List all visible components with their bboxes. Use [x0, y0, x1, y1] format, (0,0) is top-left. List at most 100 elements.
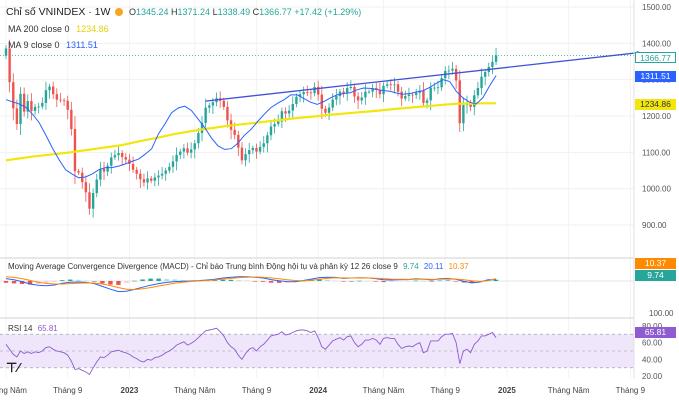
ma9-legend[interactable]: MA 9 close 0 1311.51 — [8, 40, 98, 50]
macd-histogram-bar — [140, 279, 145, 281]
macd-value-2: 20.11 — [423, 262, 444, 271]
rsi-tag: 65.81 — [635, 327, 676, 338]
ohlc-change: +17.42 (+1.29%) — [294, 7, 362, 17]
macd-histogram-bar — [413, 280, 418, 282]
candle-body — [160, 173, 164, 176]
macd-histogram-bar — [108, 281, 113, 285]
candle-body — [342, 91, 345, 94]
candle-body — [462, 105, 465, 124]
macd-signal-line — [5, 276, 497, 291]
candle-body — [197, 133, 200, 144]
time-tick-label: Tháng Năm — [363, 386, 405, 395]
rsi-legend-value: 65.81 — [37, 324, 58, 333]
candle-body — [295, 96, 298, 105]
macd-tag-bottom: 9.74 — [635, 270, 676, 281]
candle-body — [327, 107, 331, 113]
macd-histogram-bar — [276, 281, 282, 283]
macd-histogram-bar — [172, 279, 177, 281]
macd-histogram-bar — [220, 279, 226, 281]
time-tick-label: Tháng 9 — [431, 386, 461, 395]
candle-body — [473, 95, 476, 107]
candle-body — [360, 97, 363, 101]
ohlc-low: 1338.49 — [217, 7, 251, 17]
price-pane — [0, 39, 640, 218]
time-axis: Tháng Năm Tháng 9 2023 Tháng Năm Tháng 9 2024… — [0, 386, 646, 395]
macd-histogram-bar — [469, 281, 475, 284]
candle-body — [131, 163, 135, 170]
macd-histogram-bar — [180, 280, 185, 281]
macd-histogram-bar — [11, 281, 17, 284]
rsi-band — [0, 334, 634, 368]
candle-body — [335, 96, 338, 100]
symbol-title[interactable]: Chỉ số VNINDEX · 1W — [6, 6, 111, 18]
tradingview-logo-icon: ⊤⁄ — [6, 360, 22, 375]
macd-histogram-bar — [381, 281, 386, 283]
macd-histogram-bar — [19, 281, 25, 284]
ma200-legend[interactable]: MA 200 close 0 1234.86 — [8, 24, 109, 34]
candle-body — [77, 171, 80, 173]
time-tick-label: Tháng Năm — [174, 386, 216, 395]
rsi-legend[interactable]: RSI 14 65.81 — [8, 324, 58, 333]
macd-histogram-bar — [268, 281, 274, 283]
ohlc-close: 1366.77 — [259, 7, 292, 17]
macd-label: Moving Average Convergence Divergence (M… — [8, 262, 398, 271]
candle-body — [255, 147, 258, 152]
candle-body — [491, 61, 494, 67]
candle-body — [284, 111, 287, 114]
macd-histogram-bar — [76, 279, 81, 281]
candle-body — [208, 105, 211, 108]
ma200-legend-value: 1234.86 — [76, 24, 109, 34]
candle-body — [436, 87, 440, 89]
macd-histogram-bar — [317, 279, 322, 281]
candle-body — [277, 121, 280, 124]
candle-body — [106, 165, 109, 172]
macd-histogram-bar — [84, 280, 89, 282]
macd-histogram-bar — [333, 280, 338, 282]
rsi-tick-label: 40.00 — [642, 355, 663, 364]
candle-body — [51, 86, 55, 95]
macd-histogram-bar — [421, 281, 426, 282]
price-tick-label: 900.00 — [642, 221, 667, 230]
candle-body — [15, 108, 19, 124]
candle-body — [447, 70, 451, 72]
candle-body — [469, 102, 472, 107]
candle-body — [425, 100, 429, 103]
candle-body — [494, 55, 498, 62]
candle-body — [385, 84, 389, 86]
candle-body — [248, 150, 251, 155]
macd-tag-top: 10.37 — [635, 258, 676, 269]
time-tick-label: Tháng 9 — [616, 386, 646, 395]
macd-legend[interactable]: Moving Average Convergence Divergence (M… — [8, 262, 469, 271]
candle-body — [364, 91, 367, 98]
macd-histogram-bar — [52, 281, 57, 282]
macd-histogram-bar — [212, 280, 218, 281]
candle-body — [135, 169, 138, 174]
macd-histogram-bar — [429, 281, 434, 282]
macd-histogram-bar — [373, 281, 378, 282]
candle-body — [179, 151, 182, 155]
candle-body — [59, 99, 62, 101]
ohlc-low-label: L — [212, 7, 218, 17]
candle-body — [26, 101, 29, 112]
macd-histogram-bar — [453, 281, 459, 282]
rsi-label: RSI 14 — [8, 324, 33, 333]
candle-body — [4, 48, 8, 56]
price-tick-label: 1200.00 — [642, 112, 671, 121]
macd-histogram-bar — [252, 281, 258, 282]
candle-body — [88, 192, 91, 209]
candle-body — [291, 104, 294, 111]
candle-body — [414, 92, 418, 95]
ohlc-open-label: O — [128, 7, 136, 17]
ma9-legend-value: 1311.51 — [66, 40, 98, 50]
candle-body — [48, 86, 51, 91]
resistance-trendline — [205, 52, 638, 102]
rsi-tick-label: 20.00 — [642, 372, 663, 381]
candle-body — [139, 173, 142, 180]
macd-histogram-bar — [365, 280, 370, 282]
candle-body — [117, 153, 120, 156]
candle-body — [389, 84, 392, 86]
macd-value-1: 9.74 — [403, 262, 419, 271]
candle-body — [269, 126, 273, 136]
candle-body — [356, 96, 360, 101]
time-tick-label: Tháng Năm — [0, 386, 27, 395]
